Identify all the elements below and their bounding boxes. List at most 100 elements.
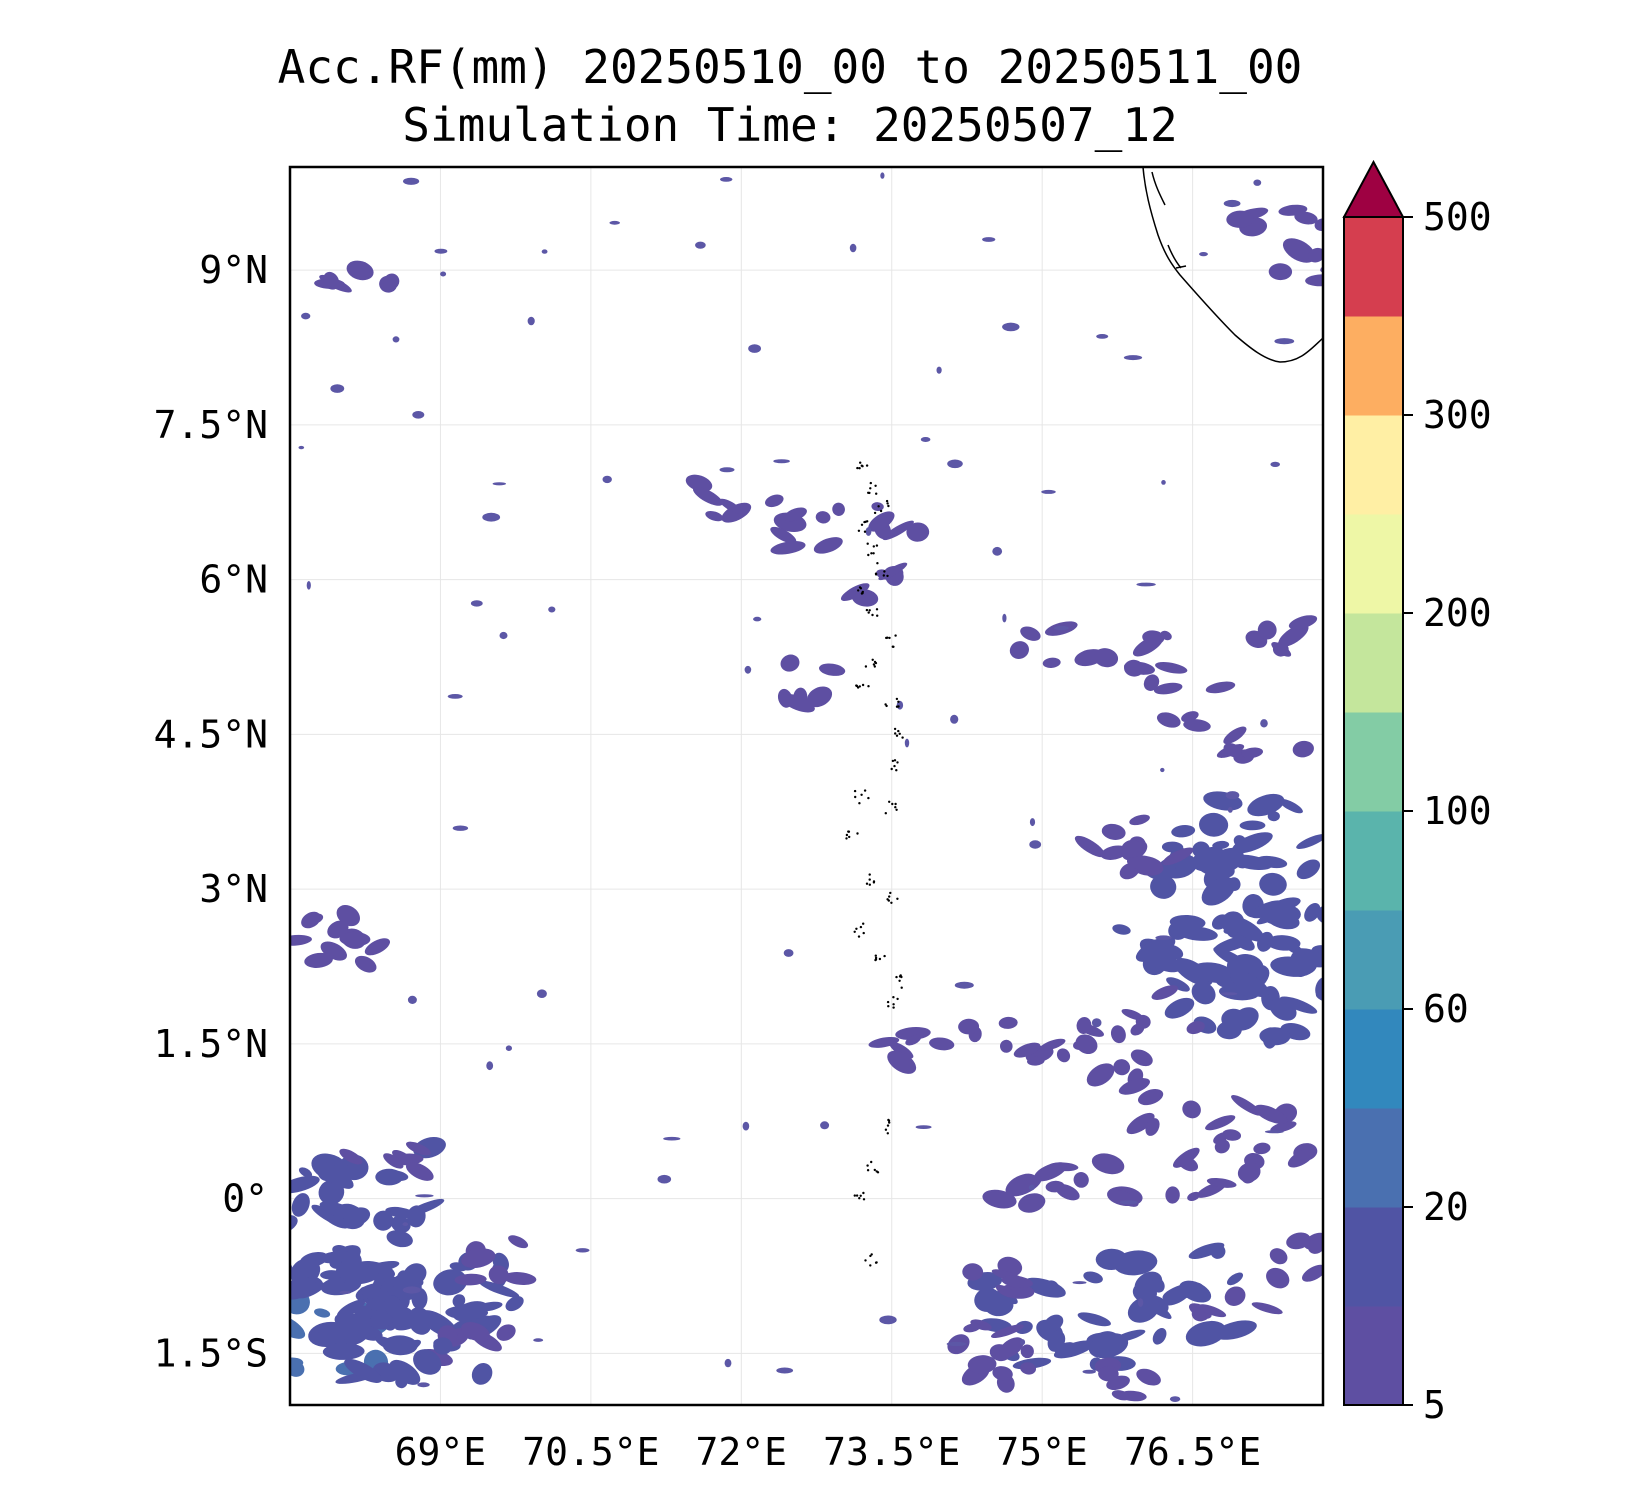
rain-patch bbox=[783, 507, 807, 522]
y-tick-label: 3°N bbox=[199, 867, 268, 911]
rain-patch bbox=[963, 1323, 981, 1333]
atoll-dot bbox=[875, 492, 878, 495]
atoll-dot bbox=[888, 800, 891, 803]
rain-speck bbox=[992, 546, 1003, 556]
coastline-inlet bbox=[1151, 171, 1187, 269]
rain-patch bbox=[1192, 962, 1236, 984]
atoll-dot bbox=[861, 683, 865, 687]
rain-patch bbox=[719, 498, 742, 514]
rain-speck bbox=[1274, 338, 1295, 345]
atoll-dot bbox=[878, 957, 882, 961]
rain-patch bbox=[1214, 1320, 1257, 1340]
rain-speck bbox=[1123, 355, 1143, 361]
rain-patch bbox=[806, 686, 833, 708]
atoll-dot bbox=[855, 1194, 859, 1197]
rain-patch bbox=[990, 1324, 1024, 1338]
rain-patch bbox=[1268, 263, 1293, 281]
rain-speck bbox=[452, 825, 469, 831]
rain-speck bbox=[412, 411, 425, 419]
atoll-dot bbox=[872, 881, 876, 884]
rain-speck bbox=[505, 1045, 512, 1051]
rain-speck bbox=[1029, 818, 1036, 827]
atoll-dot bbox=[860, 793, 863, 796]
rain-patch bbox=[1182, 1100, 1201, 1119]
atoll-dot bbox=[859, 461, 862, 464]
atoll-dot bbox=[889, 891, 892, 895]
atoll-dot bbox=[885, 499, 889, 503]
rain-patch bbox=[346, 260, 374, 281]
rain-patch bbox=[1233, 835, 1247, 847]
atoll-dot bbox=[855, 684, 858, 687]
rain-patch bbox=[770, 526, 797, 544]
atoll-dot bbox=[875, 1170, 878, 1173]
rain-patch bbox=[1271, 642, 1292, 657]
atoll-dot bbox=[855, 927, 858, 930]
rain-patch bbox=[1112, 924, 1131, 935]
rain-patch bbox=[339, 931, 371, 947]
atoll-dot bbox=[875, 608, 879, 611]
rain-patch bbox=[1001, 1275, 1033, 1288]
rain-patch bbox=[995, 1284, 1016, 1298]
atoll-dot bbox=[865, 882, 869, 885]
rain-patch bbox=[1191, 981, 1216, 1005]
atoll-dot bbox=[856, 466, 859, 470]
atoll-dot bbox=[868, 883, 871, 886]
rain-patch bbox=[488, 1265, 509, 1285]
rain-speck bbox=[575, 1248, 590, 1253]
rain-patch bbox=[1269, 1248, 1288, 1265]
rain-patch bbox=[389, 1359, 421, 1385]
rain-patch bbox=[1270, 1121, 1297, 1133]
atoll-dot bbox=[882, 574, 885, 577]
rain-patch bbox=[1018, 1193, 1046, 1213]
rain-speck bbox=[482, 512, 501, 522]
atoll-dot bbox=[887, 1005, 890, 1008]
atoll-dot bbox=[876, 562, 879, 565]
atoll-dot bbox=[898, 975, 902, 978]
atoll-dot bbox=[886, 1000, 890, 1004]
atoll-dot bbox=[860, 523, 864, 526]
latitude-axis: 9°N 7.5°N 6°N 4.5°N 3°N 1.5°N 0° 1.5°S bbox=[154, 248, 268, 1375]
rain-patch bbox=[1253, 1142, 1271, 1155]
rain-patch bbox=[765, 494, 784, 508]
rain-patch bbox=[406, 1141, 431, 1156]
atoll-dot bbox=[874, 1261, 878, 1264]
rain-patch bbox=[1033, 1162, 1067, 1182]
rain-speck bbox=[1220, 992, 1238, 996]
rain-speck bbox=[1020, 1339, 1026, 1346]
rain-speck bbox=[947, 459, 963, 469]
atoll-dot bbox=[865, 464, 869, 467]
atoll-dot bbox=[894, 732, 897, 735]
rain-speck bbox=[657, 1174, 672, 1184]
x-tick-label: 70.5°E bbox=[522, 1430, 659, 1474]
rain-patch bbox=[269, 1318, 289, 1327]
rain-speck bbox=[415, 1194, 434, 1198]
rain-patch bbox=[1185, 1320, 1227, 1347]
y-tick-label: 6°N bbox=[199, 558, 268, 602]
atoll-dot bbox=[883, 954, 886, 958]
rain-patch bbox=[1153, 682, 1183, 695]
rain-patch bbox=[1221, 911, 1245, 934]
rain-patch bbox=[290, 1277, 316, 1300]
rain-patch bbox=[454, 1273, 487, 1286]
rain-speck bbox=[527, 316, 535, 326]
rain-patch bbox=[403, 1263, 427, 1285]
rain-patch bbox=[1209, 847, 1245, 874]
rain-speck bbox=[936, 366, 942, 374]
rain-speck bbox=[946, 1341, 967, 1347]
atoll-dot bbox=[898, 732, 901, 735]
rain-patch bbox=[1043, 1314, 1064, 1333]
rain-patch bbox=[1045, 1180, 1065, 1193]
atoll-dot bbox=[885, 704, 888, 708]
rain-patch bbox=[304, 952, 333, 968]
rain-speck bbox=[773, 459, 790, 464]
atoll-dot bbox=[895, 808, 898, 811]
atoll-dot bbox=[888, 895, 891, 898]
atoll-dot bbox=[887, 899, 890, 902]
atoll-dot bbox=[895, 975, 898, 979]
colorbar-segment bbox=[1344, 712, 1403, 812]
rain-speck bbox=[609, 220, 620, 225]
rain-speck bbox=[1082, 1369, 1096, 1374]
rain-patch bbox=[1259, 872, 1287, 896]
rain-speck bbox=[470, 600, 483, 607]
rain-patch bbox=[1150, 874, 1177, 899]
